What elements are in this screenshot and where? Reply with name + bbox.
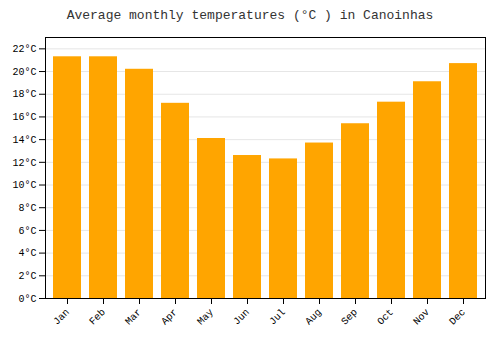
svg-text:18°C: 18°C (12, 89, 36, 100)
svg-text:Nov: Nov (411, 307, 432, 328)
svg-text:22°C: 22°C (12, 44, 36, 55)
svg-text:Jul: Jul (267, 307, 288, 328)
svg-text:Aug: Aug (303, 307, 324, 328)
svg-text:4°C: 4°C (18, 248, 36, 259)
svg-text:Jan: Jan (51, 307, 72, 328)
svg-text:Oct: Oct (375, 307, 396, 328)
html-text:Average monthly temperatures (: Average monthly temperatures (°C ) in Ca… (66, 8, 434, 23)
svg-text:6°C: 6°C (18, 226, 36, 237)
svg-text:Apr: Apr (159, 307, 180, 328)
svg-text:Mar: Mar (123, 307, 144, 328)
svg-text:12°C: 12°C (12, 158, 36, 169)
svg-text:Jun: Jun (231, 307, 252, 328)
svg-text:10°C: 10°C (12, 180, 36, 191)
svg-text:Sep: Sep (339, 307, 360, 328)
svg-text:May: May (195, 307, 216, 328)
svg-text:16°C: 16°C (12, 112, 36, 123)
svg-text:14°C: 14°C (12, 135, 36, 146)
svg-text:0°C: 0°C (18, 294, 36, 305)
svg-text:20°C: 20°C (12, 67, 36, 78)
svg-text:Feb: Feb (87, 307, 108, 328)
svg-text:2°C: 2°C (18, 271, 36, 282)
svg-text:8°C: 8°C (18, 203, 36, 214)
svg-text:Dec: Dec (447, 307, 468, 328)
